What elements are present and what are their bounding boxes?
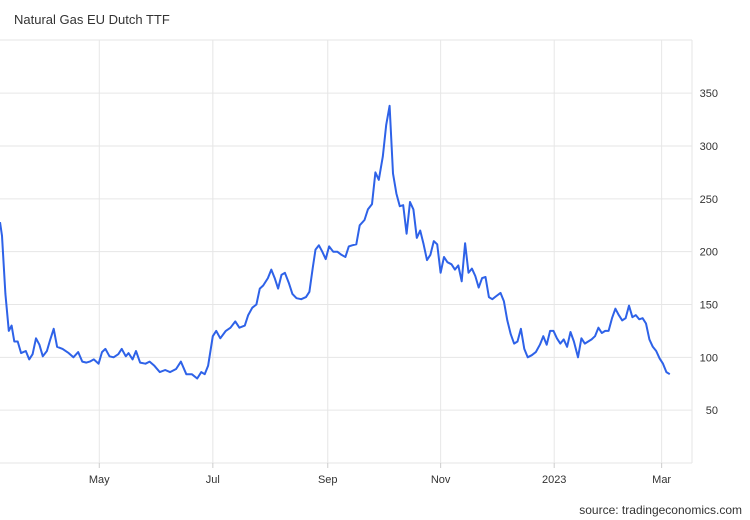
y-tick-label-250: 250: [700, 194, 718, 206]
x-tick-label-Jul: Jul: [206, 474, 220, 486]
y-axis: 50 100 150 200 250 300 350: [700, 88, 718, 417]
series-line-0: [0, 104, 671, 380]
y-tick-label-100: 100: [700, 352, 718, 364]
x-tick-label-Nov: Nov: [431, 474, 451, 486]
y-tick-label-150: 150: [700, 300, 718, 312]
chart-title: Natural Gas EU Dutch TTF: [14, 12, 170, 27]
x-axis: May Jul Sep Nov 2023 Mar: [89, 463, 671, 486]
x-tick-label-May: May: [89, 474, 110, 486]
y-tick-label-300: 300: [700, 141, 718, 153]
y-tick-label-50: 50: [706, 405, 718, 417]
grid: [0, 39, 693, 464]
x-tick-label-2023: 2023: [542, 474, 566, 486]
y-tick-label-350: 350: [700, 88, 718, 100]
plot-area: [0, 104, 671, 380]
y-tick-label-200: 200: [700, 247, 718, 259]
source-note: source: tradingeconomics.com: [579, 503, 742, 517]
x-tick-label-Mar: Mar: [652, 474, 671, 486]
x-tick-label-Sep: Sep: [318, 474, 338, 486]
